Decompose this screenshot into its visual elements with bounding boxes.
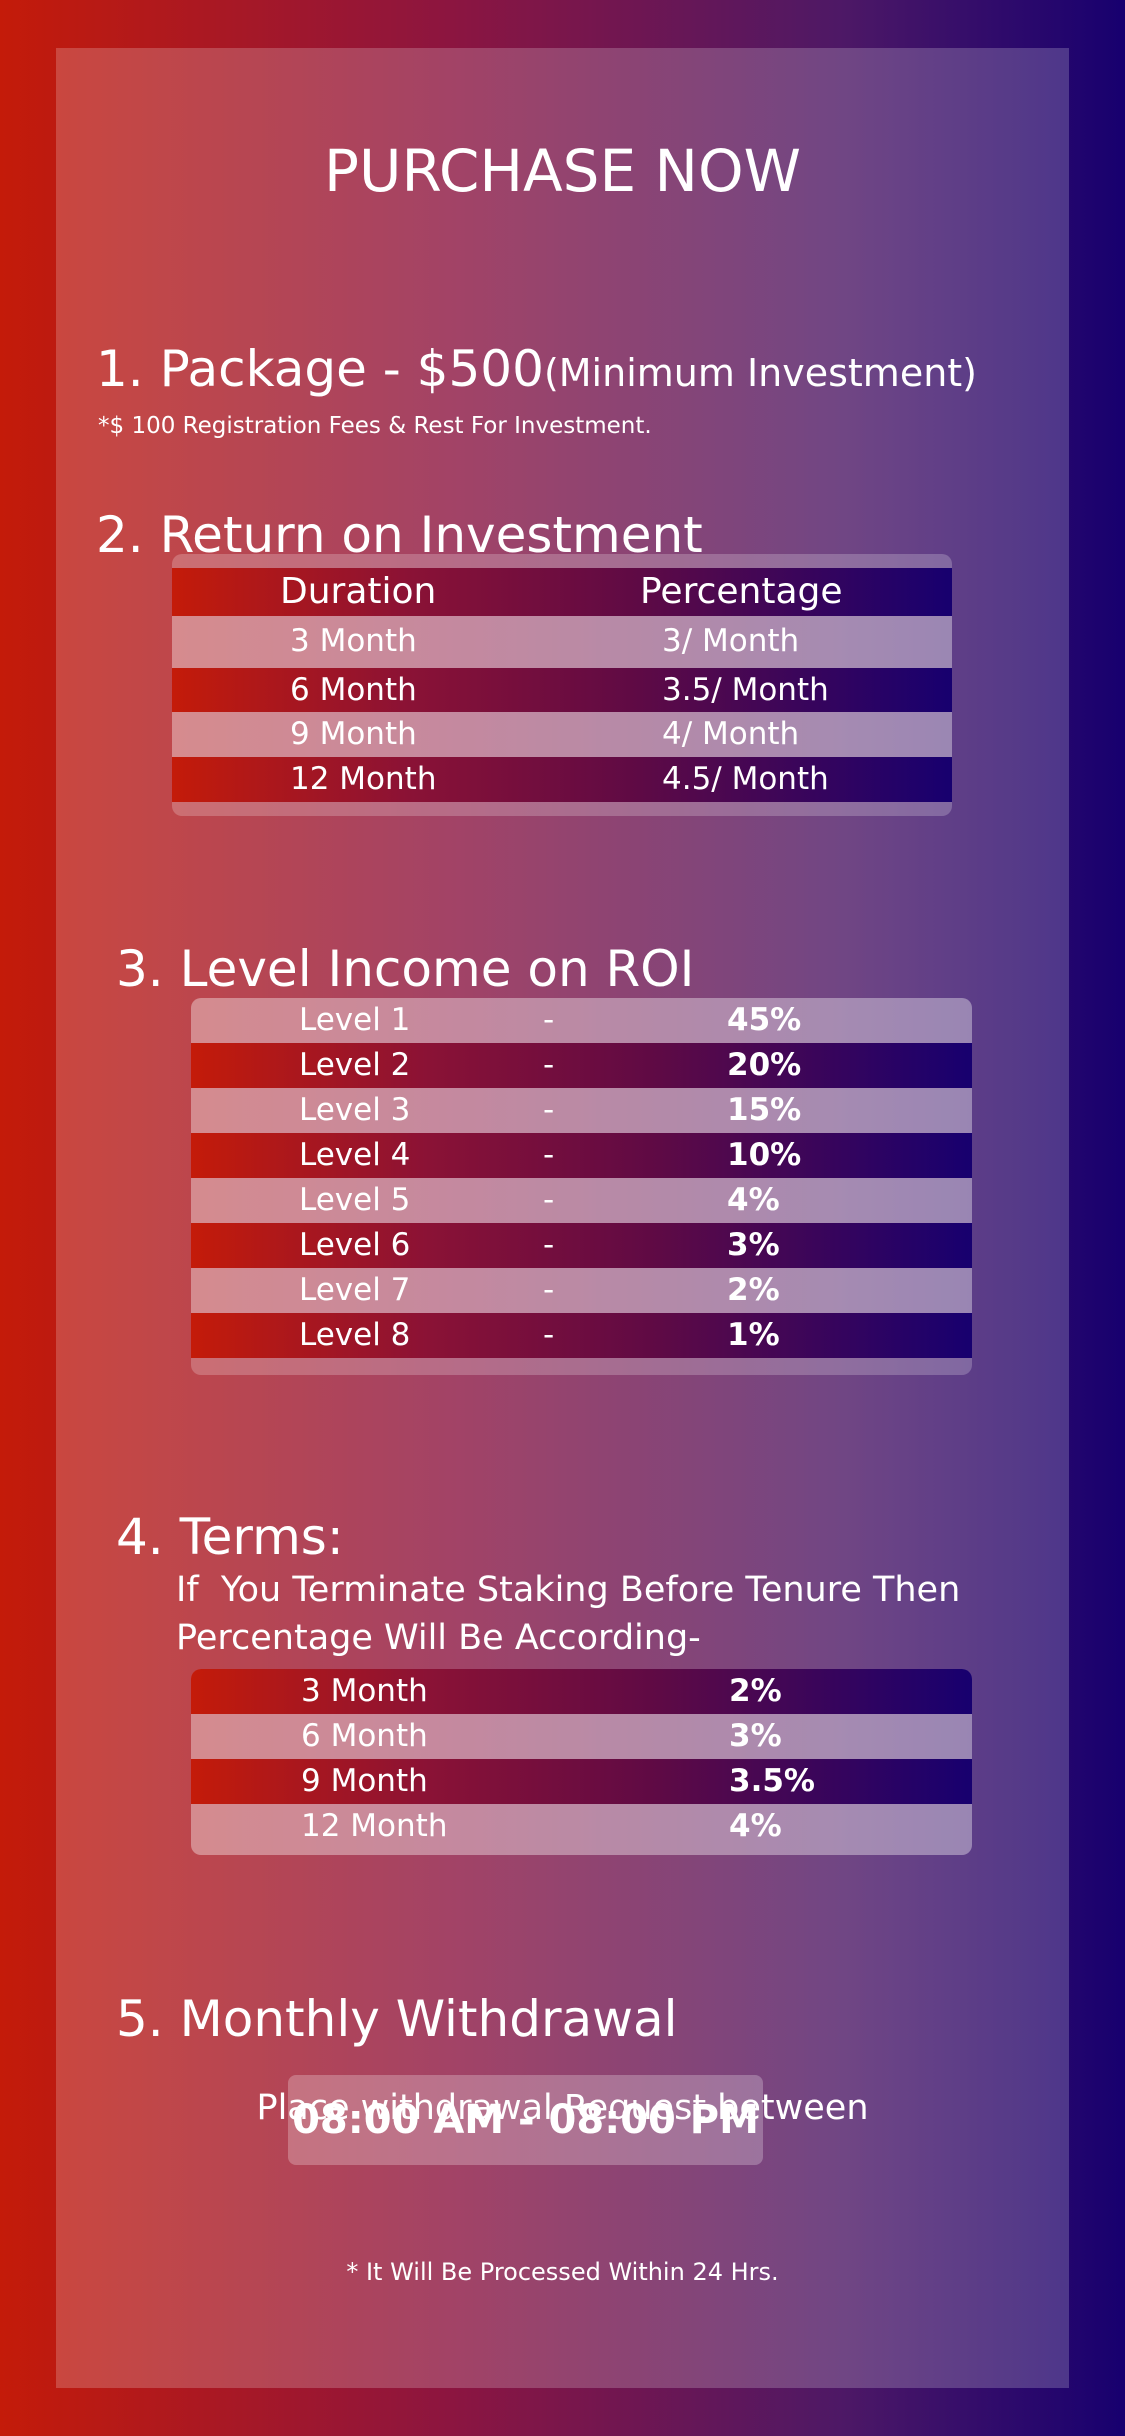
terms-duration: 6 Month (301, 1718, 428, 1754)
terms-row: 3 Month 2% (191, 1669, 972, 1714)
roi-percentage: 4.5/ Month (662, 761, 829, 797)
level-separator: - (543, 1137, 555, 1173)
withdrawal-note: * It Will Be Processed Within 24 Hrs. (346, 2258, 779, 2286)
level-percentage: 10% (727, 1137, 802, 1173)
terms-text-line-2: Percentage Will Be According- (176, 1618, 701, 1658)
level-label: Level 5 (299, 1182, 411, 1218)
level-separator: - (543, 1227, 555, 1263)
level-separator: - (543, 1317, 555, 1353)
roi-col-duration: Duration (280, 571, 437, 612)
level-row: Level 2 - 20% (191, 1043, 972, 1088)
level-row: Level 4 - 10% (191, 1133, 972, 1178)
terms-duration: 9 Month (301, 1763, 428, 1799)
level-income-table: Level 1 - 45% Level 2 - 20% Level 3 - 15… (191, 998, 972, 1375)
terms-table: 3 Month 2% 6 Month 3% 9 Month 3.5% 12 Mo… (191, 1669, 972, 1855)
terms-row: 12 Month 4% (191, 1804, 972, 1855)
level-percentage: 4% (727, 1182, 780, 1218)
level-label: Level 7 (299, 1272, 411, 1308)
roi-row: 3 Month 3/ Month (172, 616, 952, 668)
terms-percentage: 2% (729, 1673, 782, 1709)
package-heading-suffix: (Minimum Investment) (543, 351, 978, 395)
terms-percentage: 3.5% (729, 1763, 815, 1799)
level-label: Level 1 (299, 1002, 411, 1038)
terms-row: 6 Month 3% (191, 1714, 972, 1759)
roi-table: Duration Percentage 3 Month 3/ Month 6 M… (172, 554, 952, 816)
level-percentage: 45% (727, 1002, 802, 1038)
level-label: Level 3 (299, 1092, 411, 1128)
terms-text-line-1: If You Terminate Staking Before Tenure T… (176, 1570, 961, 1610)
package-heading: 1. Package - $500(Minimum Investment) (96, 338, 977, 404)
level-separator: - (543, 1002, 555, 1038)
page-title: PURCHASE NOW (324, 137, 801, 205)
level-separator: - (543, 1182, 555, 1218)
level-income-heading: 3. Level Income on ROI (116, 940, 695, 998)
level-percentage: 3% (727, 1227, 780, 1263)
level-row: Level 8 - 1% (191, 1313, 972, 1358)
level-row: Level 1 - 45% (191, 998, 972, 1043)
level-row: Level 6 - 3% (191, 1223, 972, 1268)
level-separator: - (543, 1272, 555, 1308)
terms-percentage: 4% (729, 1808, 782, 1844)
roi-percentage: 3.5/ Month (662, 672, 829, 708)
level-separator: - (543, 1092, 555, 1128)
level-label: Level 2 (299, 1047, 411, 1083)
roi-duration: 3 Month (290, 623, 417, 659)
withdrawal-subtitle: Place withdrawal Request between (256, 2088, 869, 2128)
terms-percentage: 3% (729, 1718, 782, 1754)
level-percentage: 1% (727, 1317, 780, 1353)
package-heading-text: 1. Package - $500 (96, 340, 544, 398)
level-percentage: 20% (727, 1047, 802, 1083)
terms-row: 9 Month 3.5% (191, 1759, 972, 1804)
level-row: Level 3 - 15% (191, 1088, 972, 1133)
level-percentage: 2% (727, 1272, 780, 1308)
level-label: Level 4 (299, 1137, 411, 1173)
roi-row: 12 Month 4.5/ Month (172, 757, 952, 802)
roi-row: 6 Month 3.5/ Month (172, 668, 952, 712)
package-note: *$ 100 Registration Fees & Rest For Inve… (98, 413, 652, 439)
terms-duration: 3 Month (301, 1673, 428, 1709)
roi-col-percentage: Percentage (640, 571, 843, 612)
level-label: Level 6 (299, 1227, 411, 1263)
terms-duration: 12 Month (301, 1808, 448, 1844)
level-row: Level 5 - 4% (191, 1178, 972, 1223)
level-row: Level 7 - 2% (191, 1268, 972, 1313)
roi-row: 9 Month 4/ Month (172, 712, 952, 757)
withdrawal-heading: 5. Monthly Withdrawal (116, 1990, 678, 2048)
withdrawal-time-window: 08:00 AM - 08:00 PM (288, 2075, 763, 2165)
roi-percentage: 3/ Month (662, 623, 800, 659)
terms-heading: 4. Terms: (116, 1508, 344, 1566)
roi-table-header: Duration Percentage (172, 568, 952, 616)
roi-percentage: 4/ Month (662, 716, 800, 752)
roi-duration: 6 Month (290, 672, 417, 708)
level-percentage: 15% (727, 1092, 802, 1128)
content-panel: PURCHASE NOW 1. Package - $500(Minimum I… (56, 48, 1069, 2388)
roi-duration: 12 Month (290, 761, 437, 797)
level-separator: - (543, 1047, 555, 1083)
roi-duration: 9 Month (290, 716, 417, 752)
roi-heading: 2. Return on Investment (96, 506, 703, 564)
level-label: Level 8 (299, 1317, 411, 1353)
